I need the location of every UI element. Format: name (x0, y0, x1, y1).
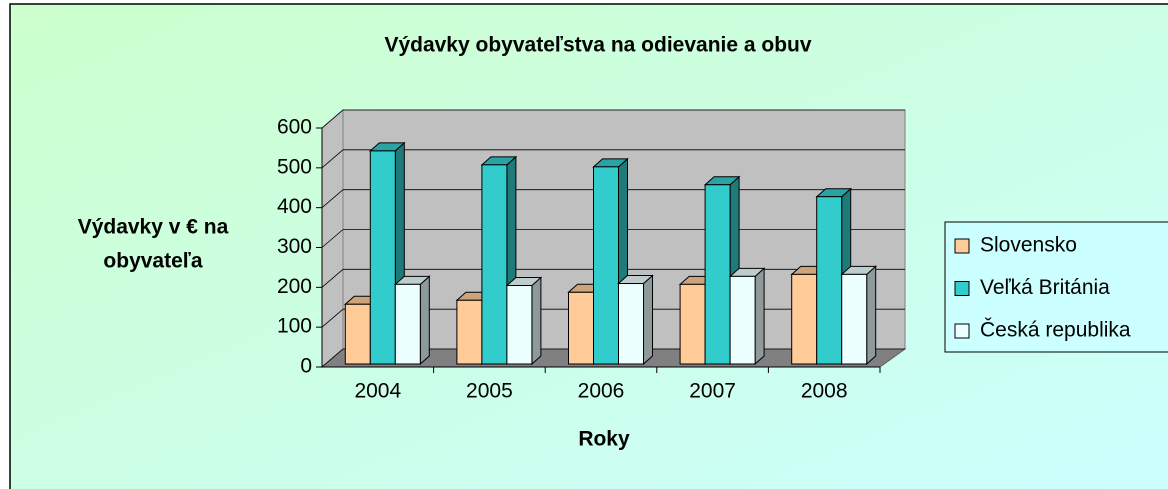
legend-swatch (954, 238, 970, 254)
bar-front (841, 273, 868, 365)
bar-front (344, 303, 371, 365)
y-tick-label: 600 (277, 116, 312, 139)
bar-front (481, 164, 508, 365)
bar (840, 265, 878, 366)
y-tick-label: 200 (277, 275, 312, 298)
bar-front (506, 285, 533, 365)
bar-front (456, 299, 483, 365)
bar-side (643, 274, 653, 366)
y-axis-title: obyvateľa (103, 250, 202, 273)
legend-swatch (954, 323, 970, 339)
grid-line (321, 269, 344, 288)
bar-front (394, 283, 421, 365)
legend-swatch (954, 281, 970, 296)
legend-label: Veľká Británia (980, 276, 1110, 299)
y-tick-label: 500 (277, 155, 312, 178)
bar-side (419, 275, 430, 366)
bar-side (866, 265, 877, 366)
legend-label: Česká republika (980, 319, 1131, 342)
bar-front (816, 196, 843, 365)
x-tick-label: 2005 (466, 380, 513, 403)
grid-line (321, 229, 344, 248)
bar-front (568, 291, 594, 365)
grid-line (321, 149, 344, 169)
bar-front (679, 283, 706, 365)
grid-line (321, 109, 344, 129)
plot-area (316, 108, 907, 373)
bar-side (754, 267, 765, 366)
legend (944, 221, 1168, 353)
x-tick-label: 2006 (578, 380, 625, 403)
x-axis-title: Roky (578, 428, 630, 451)
bar (728, 267, 766, 366)
y-tick-label: 0 (300, 355, 312, 378)
bar-front (791, 273, 818, 365)
bar-front (593, 166, 619, 365)
x-tick-label: 2007 (689, 380, 736, 403)
x-tick-label: 2008 (801, 380, 848, 403)
y-axis-title: Výdavky v € na (78, 216, 229, 239)
y-tick-label: 300 (277, 235, 312, 258)
y-tick-label: 400 (277, 195, 312, 218)
bar-front (729, 275, 756, 365)
bar (505, 276, 543, 366)
bar-front (618, 283, 644, 365)
chart-title: Výdavky obyvateľstva na odievanie a obuv (384, 34, 811, 57)
bar-front (704, 184, 731, 365)
y-tick-label: 100 (277, 315, 312, 338)
x-tick-label: 2004 (354, 380, 401, 403)
grid-line (321, 189, 344, 208)
legend-label: Slovensko (980, 234, 1077, 257)
bar-front (369, 150, 396, 365)
grid-line (321, 348, 344, 368)
grid-line (321, 308, 344, 328)
bar (393, 275, 431, 366)
bar (617, 274, 654, 366)
bar-side (531, 276, 542, 366)
